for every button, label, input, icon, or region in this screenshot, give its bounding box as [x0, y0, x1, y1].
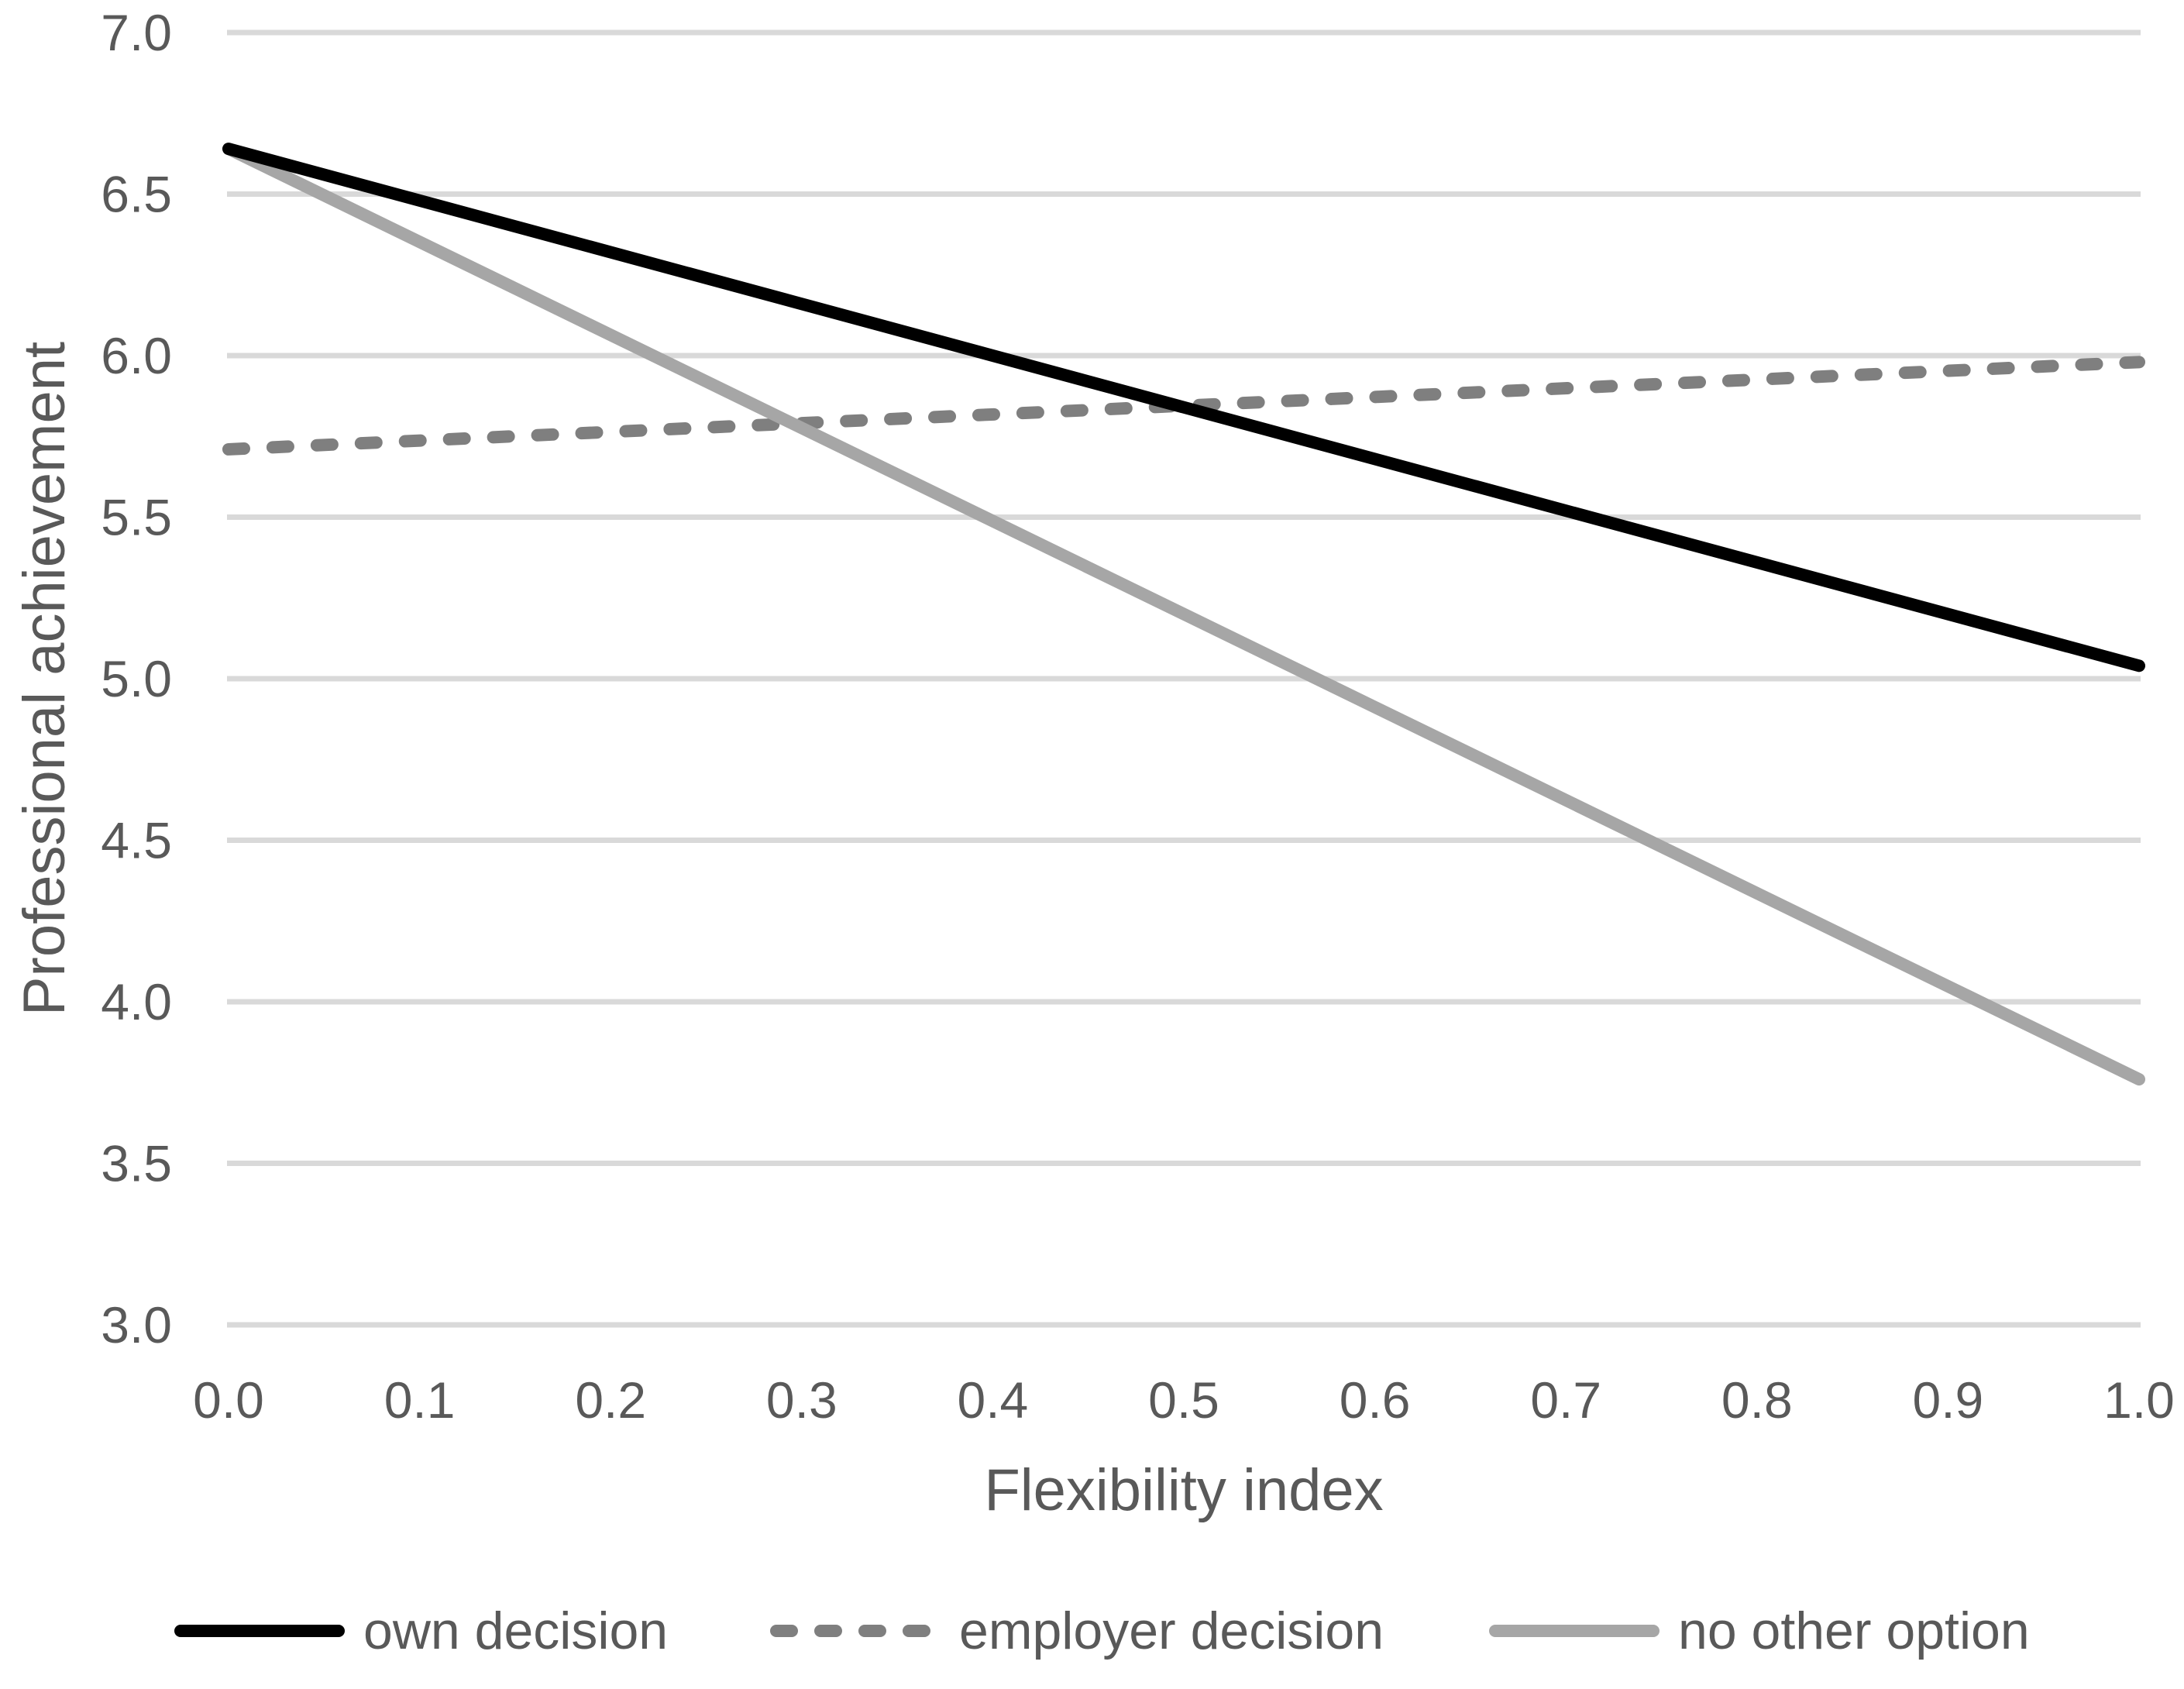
- series-line-no-other-option: [222, 143, 2145, 1086]
- x-tick-label: 0.8: [1721, 1371, 1793, 1429]
- y-tick-label: 4.0: [101, 973, 172, 1030]
- y-axis-title: Professional achievement: [12, 341, 77, 1016]
- y-tick-label: 5.0: [101, 650, 172, 707]
- legend-item-own-decision: own decision: [174, 1596, 668, 1666]
- x-tick-label: 1.0: [2103, 1371, 2175, 1429]
- series-line-own-decision: [222, 143, 2145, 673]
- y-tick-label: 3.5: [101, 1135, 172, 1192]
- y-tick-label: 6.0: [101, 327, 172, 384]
- legend-item-no-other-option: no other option: [1489, 1596, 2030, 1666]
- x-tick-label: 0.3: [766, 1371, 837, 1429]
- legend: own decision employer decision no other …: [0, 1596, 2184, 1666]
- legend-swatch-own-decision: [174, 1625, 345, 1637]
- x-axis-title: Flexibility index: [984, 1457, 1384, 1523]
- legend-label-own-decision: own decision: [363, 1601, 669, 1660]
- x-tick-label: 0.4: [958, 1371, 1029, 1429]
- x-tick-label: 0.2: [575, 1371, 646, 1429]
- legend-item-employer-decision: employer decision: [770, 1596, 1384, 1666]
- y-tick-label: 5.5: [101, 489, 172, 546]
- legend-label-employer-decision: employer decision: [959, 1601, 1384, 1660]
- legend-swatch-no-other-option: [1489, 1625, 1659, 1637]
- series-line-employer-decision: [222, 356, 2145, 456]
- legend-swatch-employer-decision: [770, 1625, 941, 1637]
- y-tick-label: 4.5: [101, 812, 172, 869]
- x-tick-label: 0.5: [1148, 1371, 1219, 1429]
- x-tick-label: 0.1: [384, 1371, 456, 1429]
- y-tick-label: 7.0: [101, 4, 172, 61]
- y-tick-label: 3.0: [101, 1296, 172, 1354]
- x-tick-label: 0.7: [1530, 1371, 1601, 1429]
- x-tick-label: 0.9: [1913, 1371, 1984, 1429]
- legend-label-no-other-option: no other option: [1678, 1601, 2030, 1660]
- x-tick-label: 0.0: [193, 1371, 264, 1429]
- y-tick-label: 6.5: [101, 166, 172, 223]
- x-tick-label: 0.6: [1340, 1371, 1411, 1429]
